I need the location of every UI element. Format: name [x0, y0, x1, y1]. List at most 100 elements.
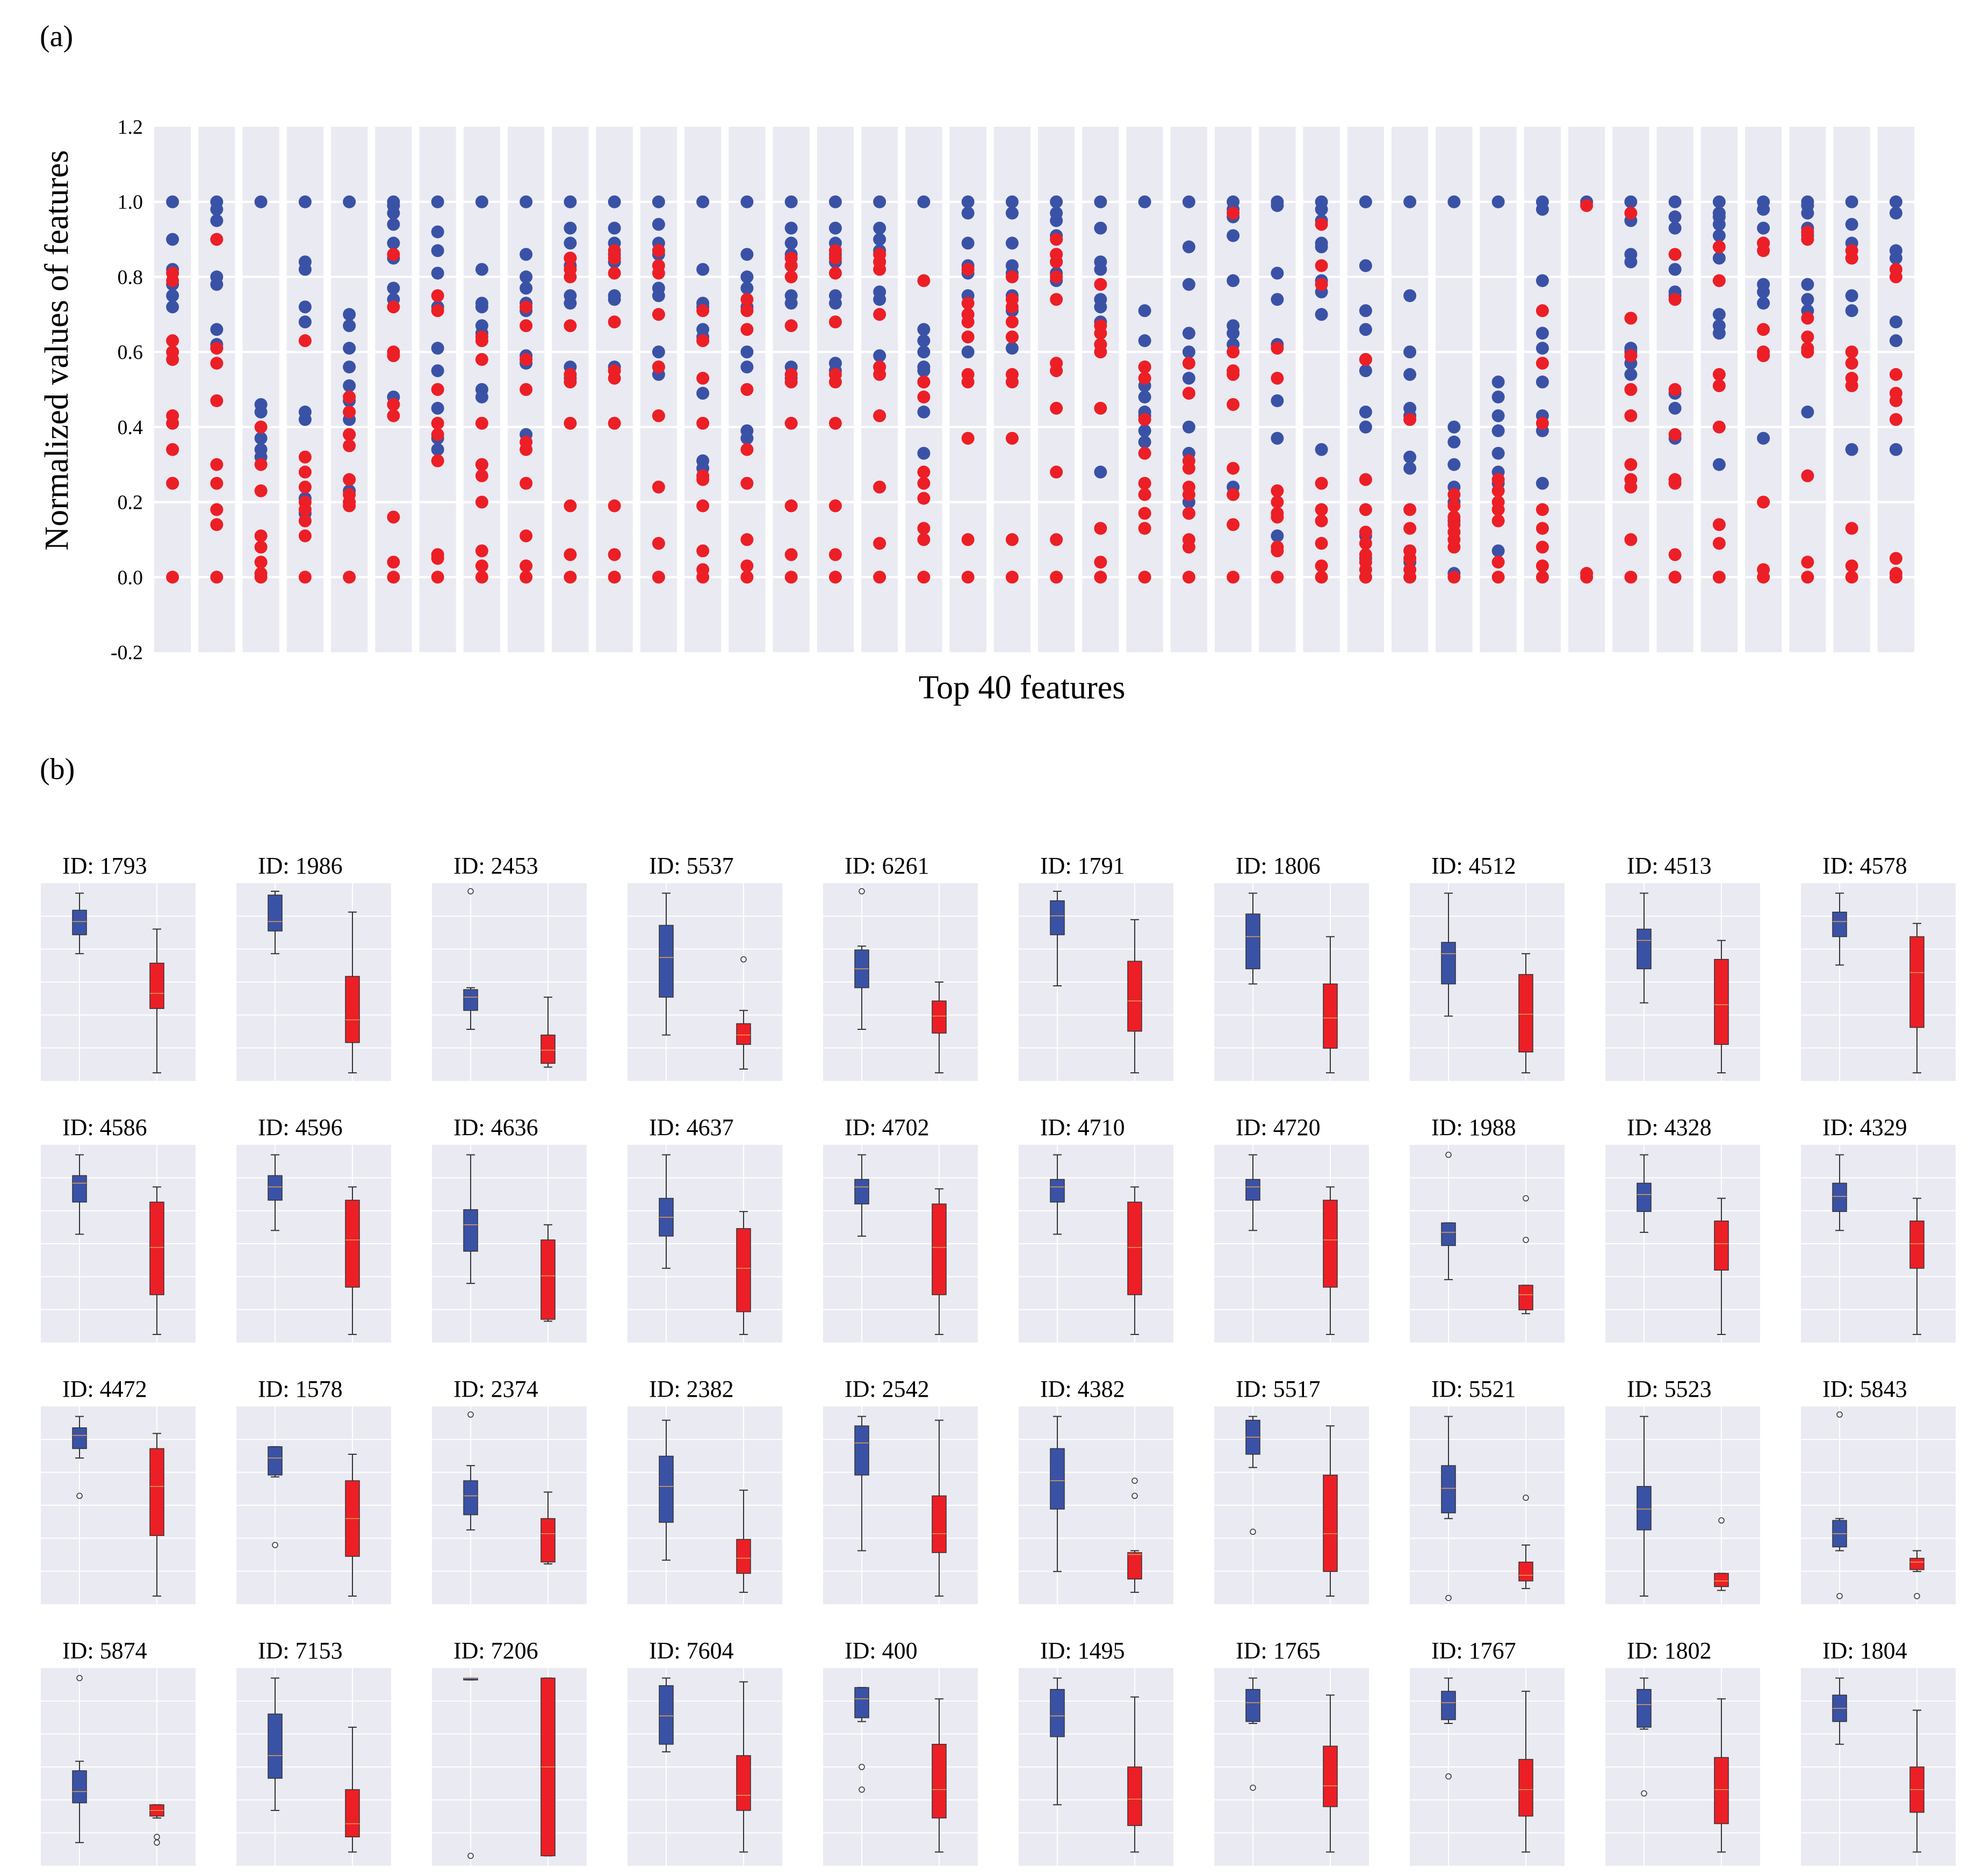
boxplot-panel: ID: 4329 — [1801, 1114, 1956, 1343]
red-point — [828, 499, 842, 513]
boxplot-title: ID: 400 — [845, 1637, 918, 1664]
boxplot-panel: ID: 7206 — [432, 1637, 587, 1866]
blue-point — [1182, 327, 1195, 340]
red-point — [343, 473, 356, 486]
blue-point — [1712, 229, 1726, 242]
y-axis-label: Normalized values of features — [39, 150, 75, 550]
red-point — [696, 334, 710, 348]
red-point — [520, 443, 533, 456]
blue-point — [1359, 259, 1372, 272]
red-point — [1624, 533, 1638, 546]
red-point — [961, 263, 975, 276]
blue-point — [1005, 342, 1019, 355]
red-box — [1127, 1552, 1142, 1580]
blue-point — [873, 195, 886, 208]
red-point — [784, 548, 798, 561]
red-box — [736, 1228, 751, 1312]
red-box — [345, 976, 360, 1043]
boxplot-title: ID: 5843 — [1822, 1376, 1907, 1402]
red-point — [696, 416, 710, 430]
red-point — [873, 368, 886, 381]
blue-point — [1359, 364, 1372, 378]
blue-point — [1315, 308, 1328, 321]
red-point — [431, 428, 444, 441]
boxplot-panel: ID: 4472 — [41, 1376, 196, 1604]
blue-point — [1182, 278, 1195, 291]
blue-box — [1050, 900, 1065, 935]
red-point — [520, 383, 533, 396]
red-point — [784, 270, 798, 284]
red-point — [520, 571, 533, 584]
red-point — [1094, 345, 1107, 359]
y-tick-label: 0.4 — [118, 416, 143, 439]
blue-point — [1403, 289, 1417, 302]
blue-point — [740, 270, 754, 284]
blue-box — [1050, 1448, 1065, 1510]
blue-point — [520, 270, 533, 284]
red-point — [784, 571, 798, 584]
blue-point — [917, 446, 931, 460]
red-point — [1227, 398, 1240, 411]
red-point — [1094, 401, 1107, 415]
red-point — [828, 416, 842, 430]
red-point — [1668, 548, 1682, 561]
blue-point — [1668, 195, 1682, 208]
boxplot-title: ID: 7153 — [258, 1637, 343, 1664]
blue-point — [475, 390, 488, 403]
blue-point — [343, 308, 356, 321]
red-point — [1138, 571, 1151, 584]
blue-point — [564, 236, 577, 250]
red-point — [298, 514, 312, 528]
red-box — [1127, 1766, 1142, 1826]
red-point — [1491, 555, 1505, 569]
blue-point — [343, 360, 356, 374]
blue-point — [210, 214, 224, 227]
boxplot-panel: ID: 7153 — [236, 1637, 391, 1866]
red-point — [431, 571, 444, 584]
red-point — [564, 499, 577, 513]
blue-point — [696, 195, 710, 208]
blue-box — [463, 1209, 478, 1252]
red-point — [1094, 571, 1107, 584]
boxplot-panel: ID: 4596 — [236, 1114, 391, 1343]
blue-point — [1403, 345, 1417, 359]
red-point — [740, 477, 754, 490]
blue-point — [1182, 240, 1195, 254]
blue-point — [343, 342, 356, 355]
boxplot-title: ID: 5874 — [62, 1637, 147, 1664]
red-point — [387, 409, 400, 422]
feature-strip-15 — [773, 127, 810, 652]
blue-point — [1182, 195, 1195, 208]
boxplot-title: ID: 4512 — [1431, 853, 1516, 879]
red-outlier — [1131, 1492, 1138, 1499]
boxplot-title: ID: 4513 — [1627, 853, 1712, 879]
blue-point — [1005, 206, 1019, 220]
blue-box — [854, 1687, 869, 1719]
blue-point — [784, 236, 798, 250]
red-point — [475, 495, 488, 509]
boxplot-title: ID: 1793 — [62, 853, 147, 879]
blue-outlier — [859, 1764, 865, 1770]
blue-box — [659, 1455, 674, 1523]
red-point — [1271, 495, 1284, 509]
blue-outlier — [1445, 1151, 1452, 1158]
red-point — [1050, 270, 1063, 284]
red-point — [1094, 522, 1107, 535]
blue-point — [1668, 210, 1682, 223]
blue-point — [387, 236, 400, 250]
red-point — [1889, 571, 1902, 584]
boxplot-panel: ID: 1802 — [1605, 1637, 1760, 1866]
red-point — [210, 571, 224, 584]
boxplot-title: ID: 1767 — [1431, 1637, 1516, 1664]
blue-point — [1094, 221, 1107, 235]
blue-point — [1491, 446, 1505, 460]
red-point — [1624, 458, 1638, 471]
blue-point — [917, 364, 931, 378]
blue-point — [1094, 263, 1107, 276]
blue-point — [1801, 206, 1814, 220]
boxplot-title: ID: 1791 — [1040, 853, 1125, 879]
blue-point — [740, 195, 754, 208]
red-box — [1518, 1759, 1533, 1817]
red-point — [1536, 304, 1549, 318]
red-box — [1714, 1221, 1729, 1271]
